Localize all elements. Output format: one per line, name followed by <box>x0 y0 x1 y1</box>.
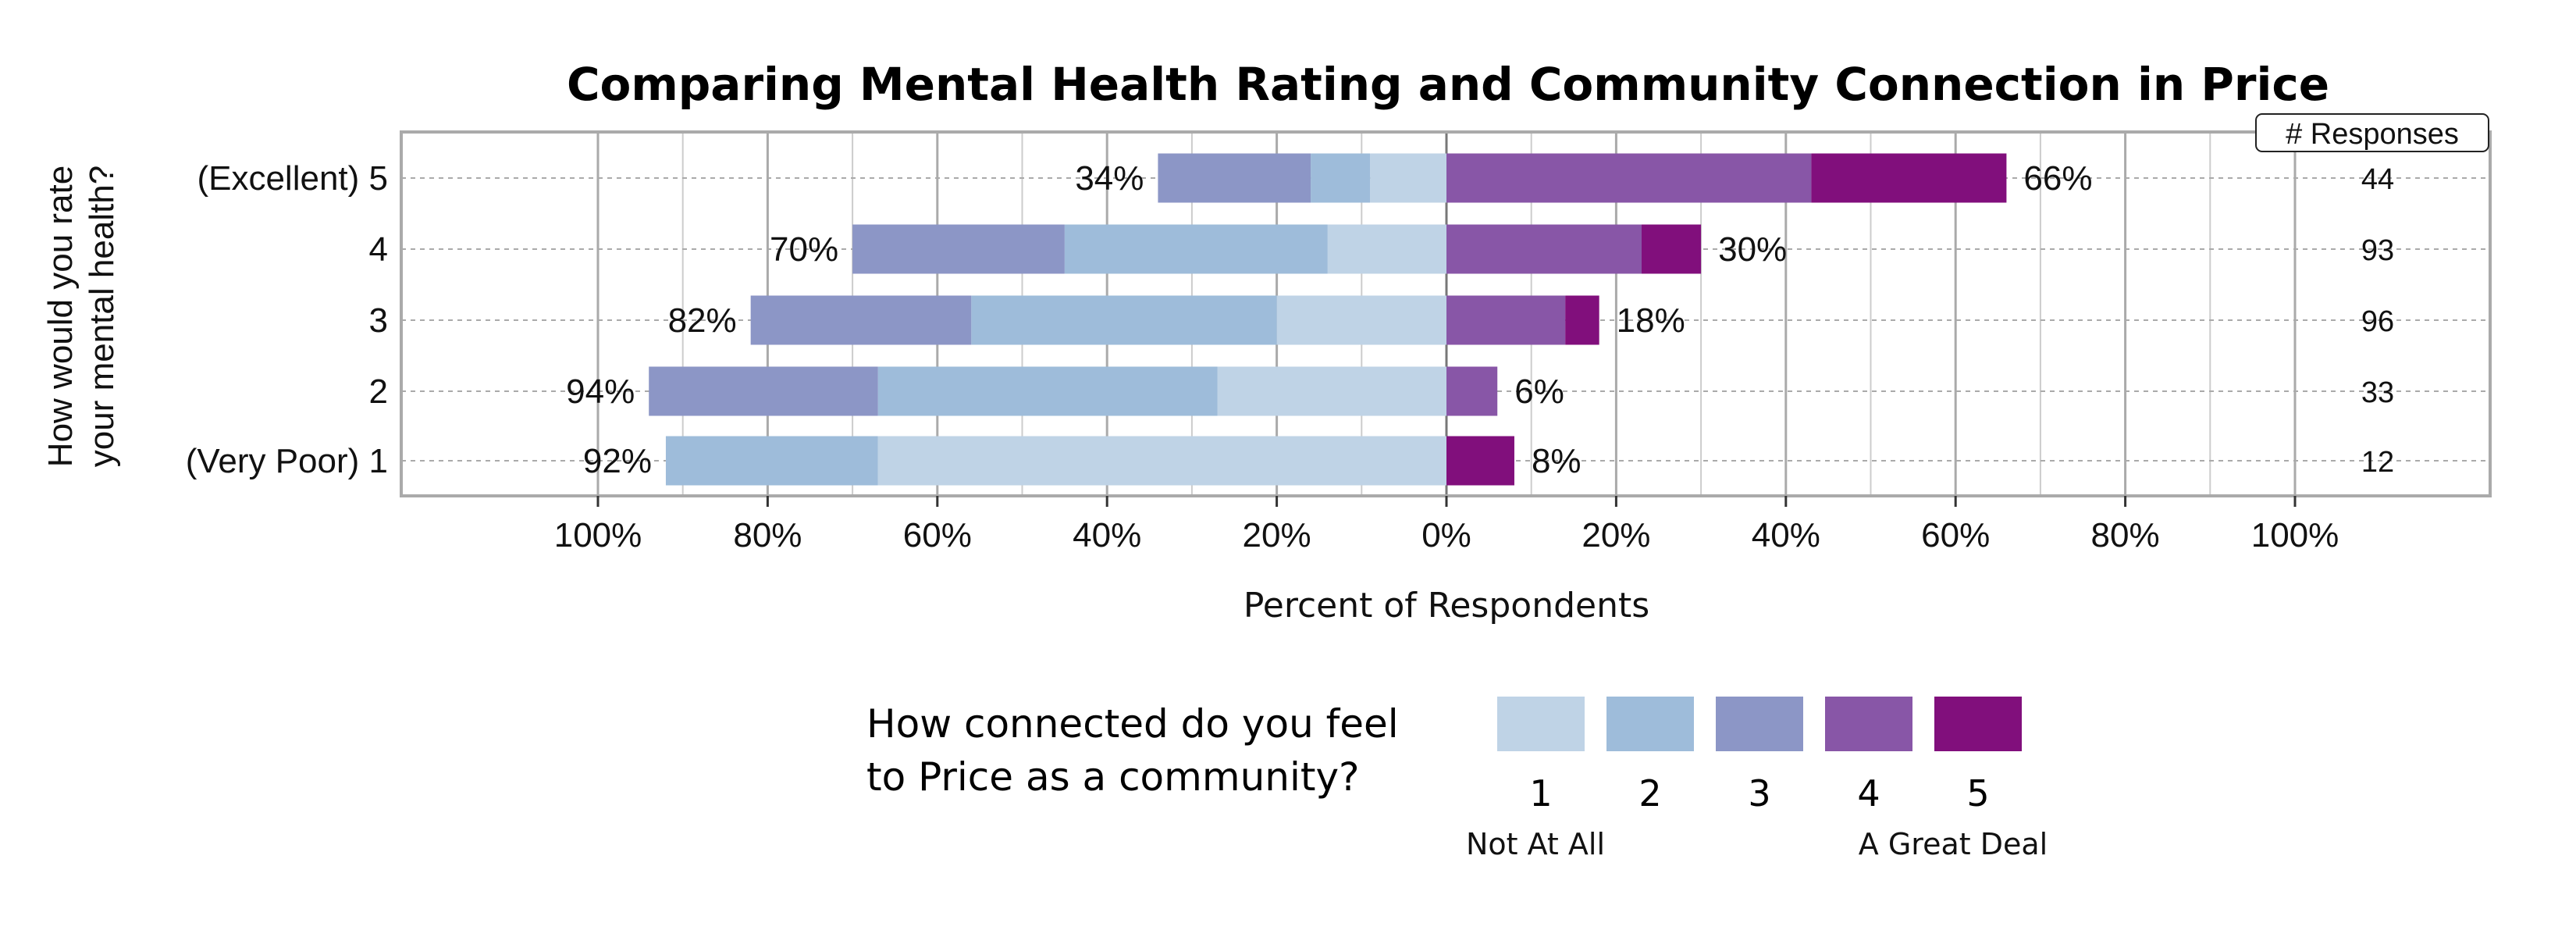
bar-segment-4 <box>1446 295 1566 345</box>
bar-segment-3 <box>1158 153 1311 203</box>
bar-segment-1 <box>1327 224 1446 274</box>
legend-label: 1 <box>1529 772 1552 814</box>
positive-total-label: 8% <box>1532 442 1582 480</box>
x-tick-label: 40% <box>1752 516 1820 554</box>
chart-title: Comparing Mental Health Rating and Commu… <box>567 58 2329 111</box>
bar-segment-3 <box>649 366 878 416</box>
negative-total-label: 92% <box>583 442 652 480</box>
positive-total-label: 66% <box>2023 159 2092 198</box>
bar-segment-5 <box>1811 153 2007 203</box>
x-tick-label: 60% <box>903 516 972 554</box>
legend-swatch-4 <box>1825 697 1912 751</box>
x-tick-label: 0% <box>1421 516 1471 554</box>
response-count: 44 <box>2361 163 2394 196</box>
bar-segment-2 <box>665 436 878 486</box>
bar-segment-5 <box>1565 295 1599 345</box>
legend-label: 2 <box>1638 772 1661 814</box>
negative-total-label: 94% <box>566 372 635 411</box>
responses-header: # Responses <box>2286 118 2459 151</box>
negative-total-label: 82% <box>668 301 737 340</box>
category-label: 4 <box>369 230 388 269</box>
bar-segment-4 <box>1446 153 1812 203</box>
bar-segment-5 <box>1446 436 1514 486</box>
x-tick-label: 100% <box>2251 516 2339 554</box>
x-tick-label: 100% <box>554 516 642 554</box>
legend-label: 3 <box>1748 772 1770 814</box>
bar-segment-3 <box>852 224 1065 274</box>
legend-title-line2: to Price as a community? <box>866 754 1360 800</box>
bar-segment-2 <box>1064 224 1328 274</box>
response-count: 33 <box>2361 376 2394 409</box>
bar-segment-3 <box>750 295 972 345</box>
responses-header-box <box>2255 113 2489 152</box>
bar-segment-1 <box>1276 295 1446 345</box>
category-label: (Excellent) 5 <box>197 159 388 198</box>
bar-segment-4 <box>1446 224 1642 274</box>
category-label: (Very Poor) 1 <box>186 442 388 480</box>
x-tick-label: 80% <box>733 516 802 554</box>
x-axis-label: Percent of Respondents <box>1244 586 1649 626</box>
x-tick-label: 40% <box>1073 516 1141 554</box>
legend-high-label: A Great Deal <box>1859 827 2048 861</box>
response-count: 93 <box>2361 234 2394 267</box>
positive-total-label: 18% <box>1617 301 1685 340</box>
category-label: 3 <box>369 301 388 340</box>
legend-swatch-5 <box>1934 697 2022 751</box>
response-count: 96 <box>2361 305 2394 338</box>
legend-title-line1: How connected do you feel <box>866 701 1399 747</box>
bar-segment-1 <box>1217 366 1446 416</box>
bar-segment-5 <box>1642 224 1702 274</box>
x-tick-label: 60% <box>1921 516 1990 554</box>
y-axis-label-line2: your mental health? <box>83 166 121 467</box>
legend-label: 4 <box>1857 772 1880 814</box>
negative-total-label: 34% <box>1075 159 1144 198</box>
bar-segment-4 <box>1446 366 1498 416</box>
response-count: 12 <box>2361 446 2394 479</box>
bar-segment-1 <box>877 436 1446 486</box>
bar-segment-2 <box>1311 153 1371 203</box>
positive-total-label: 6% <box>1514 372 1564 411</box>
bar-segment-1 <box>1370 153 1446 203</box>
negative-total-label: 70% <box>770 230 838 269</box>
legend-label: 5 <box>1966 772 1989 814</box>
legend-swatch-3 <box>1716 697 1803 751</box>
legend-swatch-2 <box>1606 697 1694 751</box>
positive-total-label: 30% <box>1718 230 1787 269</box>
category-label: 2 <box>369 372 388 411</box>
x-tick-label: 20% <box>1582 516 1650 554</box>
legend-low-label: Not At All <box>1466 827 1605 861</box>
legend-swatch-1 <box>1497 697 1585 751</box>
y-axis-label-line1: How would you rate <box>41 166 80 467</box>
bar-segment-2 <box>971 295 1277 345</box>
bar-segment-2 <box>877 366 1218 416</box>
x-tick-label: 20% <box>1243 516 1311 554</box>
x-tick-label: 80% <box>2091 516 2160 554</box>
